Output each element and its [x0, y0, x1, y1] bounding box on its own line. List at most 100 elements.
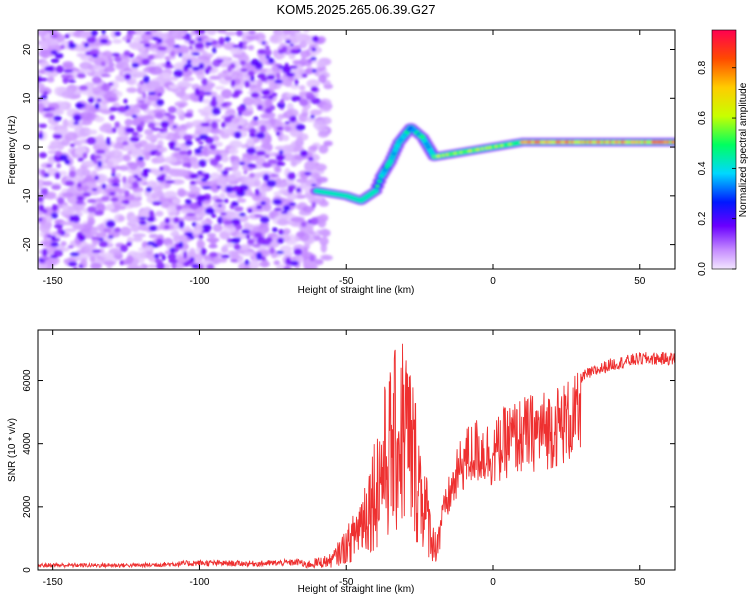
spectrogram-noise-blob [69, 252, 80, 257]
spectrogram-noise-blob [290, 217, 305, 223]
snr-frame [37, 329, 676, 571]
spectrogram-noise-blob [138, 216, 147, 220]
spectrogram-noise-blob [235, 224, 243, 231]
spectrogram-x-tick-label: -50 [339, 276, 354, 287]
spectrogram-noise-blob [182, 76, 195, 82]
spectrogram-noise-blob [237, 105, 246, 113]
spectrogram-noise-blob [243, 251, 255, 257]
spectrogram-noise-blob [219, 231, 230, 239]
spectrogram-noise-blob [261, 41, 266, 45]
spectrogram-noise-blob [133, 174, 139, 179]
spectrogram-noise-blob [217, 204, 223, 208]
spectrogram-noise-blob [185, 139, 193, 147]
spectrogram-noise-blob [209, 144, 217, 150]
colorbar-frame [711, 29, 737, 270]
spectrogram-noise-blob [311, 47, 317, 52]
spectrogram-noise-blob [54, 128, 69, 136]
spectrogram-noise-blob [173, 69, 184, 78]
spectrogram-noise-blob [146, 80, 161, 90]
spectrogram-noise-blob [250, 58, 260, 67]
spectrogram-noise-blob [148, 233, 159, 239]
spectrogram-noise-blob [316, 60, 326, 69]
spectrogram-noise-blob [204, 207, 215, 215]
spectrogram-noise-blob [260, 201, 267, 206]
spectrogram-noise-blob [181, 36, 192, 40]
spectrogram-noise-blob [167, 106, 177, 114]
spectrogram-ridge-blob [428, 148, 433, 152]
spectrogram-noise-blob [261, 89, 271, 96]
spectrogram-noise-blob [255, 150, 266, 156]
spectrogram-noise-blob [107, 235, 114, 239]
spectrogram-noise-blob [129, 136, 140, 143]
spectrogram-noise-blob [40, 94, 48, 100]
spectrogram-noise-blob [185, 198, 192, 205]
spectrogram-noise-blob [206, 263, 215, 269]
spectrogram-noise-blob [238, 212, 246, 217]
spectrogram-noise-blob [105, 137, 111, 146]
spectrogram-noise-blob [137, 156, 144, 161]
spectrogram-noise-blob [168, 84, 179, 90]
spectrogram-noise-blob [317, 130, 329, 138]
spectrogram-noise-blob [311, 201, 317, 208]
spectrogram-noise-blob [299, 149, 308, 157]
spectrogram-noise-blob [292, 59, 302, 65]
spectrogram-noise-blob [220, 254, 231, 259]
spectrogram-noise-blob [114, 227, 121, 233]
spectrogram-noise-blob [86, 36, 97, 44]
spectrogram-noise-blob [142, 168, 152, 173]
spectrogram-noise-blob [296, 231, 306, 238]
spectrogram-noise-blob [279, 98, 285, 105]
spectrogram-noise-blob [175, 107, 183, 116]
spectrogram-noise-blob [91, 53, 99, 58]
spectrogram-noise-blob [138, 247, 152, 252]
spectrogram-noise-blob [257, 49, 267, 55]
spectrogram-noise-blob [38, 196, 44, 203]
spectrogram-noise-blob [298, 113, 308, 123]
spectrogram-noise-blob [163, 190, 178, 199]
spectrogram-noise-blob [132, 233, 147, 238]
spectrogram-noise-blob [221, 170, 229, 175]
spectrogram-noise-blob [131, 62, 140, 68]
spectrogram-noise-blob [224, 31, 238, 36]
spectrogram-noise-blob [185, 121, 194, 129]
spectrogram-noise-blob [105, 203, 115, 211]
spectrogram-noise-blob [122, 181, 131, 190]
spectrogram-noise-blob [39, 40, 48, 51]
spectrogram-noise-blob [64, 159, 71, 165]
spectrogram-noise-blob [205, 42, 214, 46]
spectrogram-noise-blob [249, 133, 256, 138]
snr-x-tick-label: -100 [189, 577, 209, 588]
spectrogram-noise-blob [211, 39, 218, 46]
spectrogram-noise-blob [99, 124, 113, 133]
spectrogram-noise-blob [110, 179, 121, 183]
spectrogram-noise-blob [76, 52, 89, 58]
spectrogram-noise-blob [236, 30, 244, 37]
spectrogram-noise-blob [307, 58, 313, 64]
spectrogram-noise-blob [175, 204, 183, 211]
spectrogram-noise-blob [198, 141, 204, 145]
spectrogram-noise-blob [260, 137, 271, 144]
spectrogram-noise-blob [259, 189, 267, 200]
spectrogram-noise-blob [111, 127, 117, 133]
spectrogram-noise-blob [126, 87, 138, 93]
spectrogram-noise-blob [269, 173, 280, 178]
spectrogram-noise-blob [289, 260, 299, 267]
spectrogram-noise-blob [114, 55, 122, 63]
spectrogram-noise-blob [283, 30, 296, 35]
spectrogram-noise-blob [276, 131, 281, 137]
spectrogram-noise-blob [79, 127, 92, 137]
spectrogram-noise-blob [209, 252, 218, 258]
spectrogram-noise-blob [167, 38, 176, 48]
spectrogram-noise-blob [61, 90, 74, 99]
spectrogram-noise-blob [295, 194, 306, 199]
spectrogram-noise-blob [188, 194, 197, 198]
spectrogram-noise-blob [270, 160, 278, 165]
spectrogram-noise-blob [236, 198, 247, 203]
spectrogram-noise-blob [260, 77, 268, 82]
spectrogram-noise-blob [309, 109, 322, 116]
spectrogram-noise-blob [310, 183, 317, 187]
spectrogram-noise-blob [253, 96, 262, 107]
spectrogram-noise-blob [170, 179, 185, 185]
spectrogram-noise-blob [221, 245, 229, 254]
spectrogram-noise-blob [114, 31, 121, 37]
